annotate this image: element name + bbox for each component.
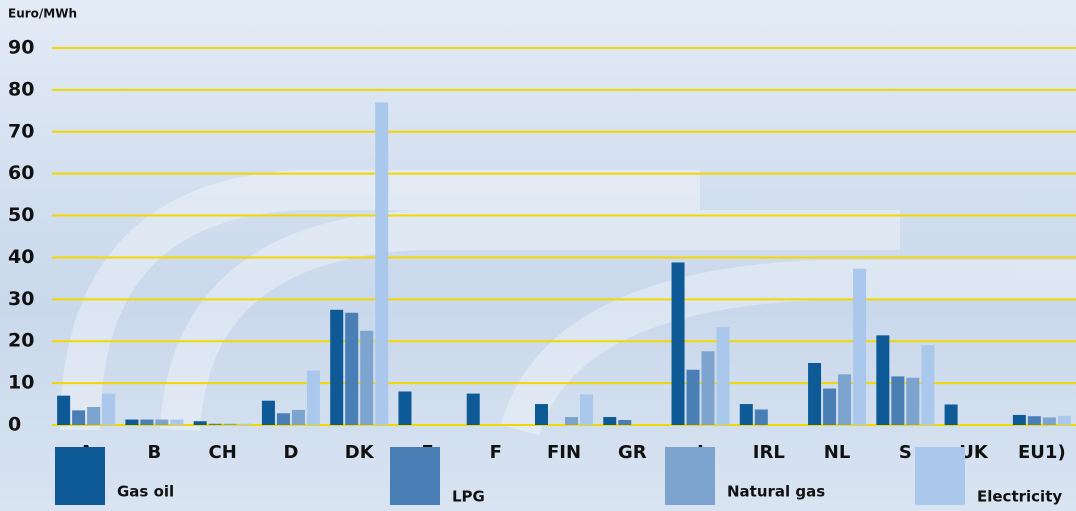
bar <box>891 376 905 425</box>
bar <box>580 394 593 425</box>
y-tick-label: 0 <box>8 414 21 436</box>
y-tick-label: 30 <box>8 288 34 310</box>
bar <box>238 423 252 425</box>
y-tick-label: 40 <box>8 246 34 268</box>
bar <box>398 391 412 425</box>
x-tick-label: IRL <box>753 442 785 463</box>
x-tick-label: GR <box>618 442 647 463</box>
bar <box>223 423 237 425</box>
y-tick-label: 50 <box>8 204 34 226</box>
y-tick-label: 70 <box>8 120 34 142</box>
y-axis-label: Euro/MWh <box>8 7 77 21</box>
bar <box>944 404 958 425</box>
bar <box>853 268 867 425</box>
bar <box>716 326 730 425</box>
bar <box>565 417 578 425</box>
bar <box>72 410 86 425</box>
y-tick-label: 60 <box>8 162 34 184</box>
bar <box>330 309 344 425</box>
bar <box>140 419 154 425</box>
bar <box>193 421 207 425</box>
bar <box>1012 414 1026 425</box>
x-tick-label: D <box>283 442 298 463</box>
bar <box>754 409 768 425</box>
bar <box>808 363 822 425</box>
y-tick-label: 10 <box>8 372 34 394</box>
x-tick-label: UK <box>959 442 989 463</box>
bar <box>276 413 290 425</box>
bar <box>208 423 222 425</box>
legend-swatch <box>665 447 715 505</box>
x-tick-label: F <box>490 442 502 463</box>
legend-swatch <box>915 447 965 505</box>
x-tick-label: S <box>899 442 912 463</box>
x-tick-label: NL <box>824 442 851 463</box>
y-tick-label: 80 <box>8 78 34 100</box>
bar <box>618 419 632 425</box>
bar <box>671 262 685 425</box>
bar <box>701 351 715 425</box>
bar <box>906 377 920 425</box>
bar <box>603 417 617 425</box>
x-tick-label: EU1) <box>1018 442 1066 463</box>
bar <box>102 393 116 425</box>
y-tick-label: 20 <box>8 330 34 352</box>
bar <box>838 374 852 425</box>
legend-label: Gas oil <box>117 483 174 501</box>
bar <box>291 409 305 425</box>
bar <box>1057 415 1071 425</box>
bar <box>739 404 753 425</box>
bar <box>921 344 935 425</box>
bar <box>823 388 837 425</box>
legend-label: Electricity <box>977 488 1062 506</box>
bar <box>1042 417 1056 425</box>
bar <box>686 369 700 425</box>
x-tick-label: CH <box>209 442 237 463</box>
bar <box>306 370 320 425</box>
bar <box>876 335 890 425</box>
bar <box>360 330 374 425</box>
bar <box>155 419 169 425</box>
legend-label: Natural gas <box>727 483 825 501</box>
bar <box>1027 416 1041 425</box>
bar <box>170 419 184 425</box>
bar <box>466 393 480 425</box>
bar <box>87 406 101 425</box>
x-tick-label: FIN <box>547 442 581 463</box>
bar <box>535 404 548 425</box>
y-tick-label: 90 <box>8 37 34 59</box>
bar <box>261 400 275 425</box>
bar <box>57 395 71 425</box>
x-tick-label: B <box>148 442 162 463</box>
bar <box>125 419 139 425</box>
bar <box>345 312 359 425</box>
x-tick-label: DK <box>345 442 375 463</box>
legend-label: LPG <box>452 488 485 506</box>
legend-swatch <box>390 447 440 505</box>
legend-swatch <box>55 447 105 505</box>
bar <box>375 102 389 425</box>
